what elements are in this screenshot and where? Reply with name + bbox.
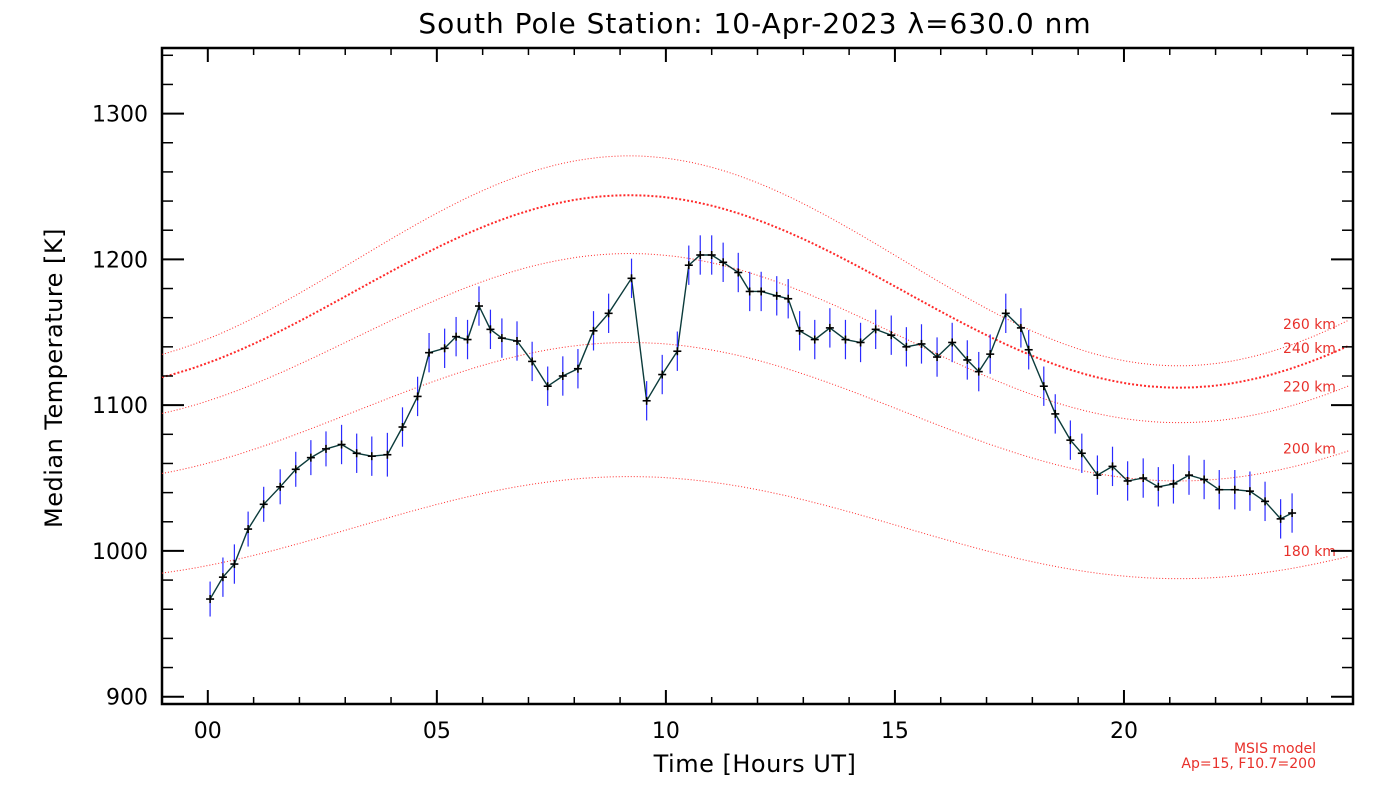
model-note-name: MSIS model [1234,741,1316,757]
measured-line-path [209,254,1293,600]
plot-frame [160,46,1355,706]
measured-series [209,254,1293,600]
x-tick-label: 15 [881,719,909,744]
x-tick-label: 10 [652,719,680,744]
model-curve [161,194,1349,389]
y-axis-label: Median Temperature [K] [40,228,68,528]
model-curve-label: 200 km [1283,442,1336,458]
model-curve [161,342,1349,482]
x-tick-label: 00 [194,719,222,744]
model-curves: 260 km 240 km 220 km 200 km 180 km [161,155,1349,580]
model-curve-label: 180 km [1283,544,1336,560]
model-curve [161,476,1349,580]
y-tick-label: 900 [106,686,148,711]
plot-area: 260 km 240 km 220 km 200 km 180 km [160,46,1355,706]
x-axis-label: Time [Hours UT] [653,750,857,778]
axes: 00 05 10 15 20 900 1000 1100 1200 1300 [92,48,1353,744]
y-tick-label: 1100 [92,394,148,419]
data-markers [206,251,1297,604]
model-note-params: Ap=15, F10.7=200 [1181,756,1316,772]
model-curve [161,155,1349,367]
model-curve [161,252,1349,424]
x-tick-label: 05 [423,719,451,744]
x-tick-label: 20 [1110,719,1138,744]
chart-title: South Pole Station: 10-Apr-2023 λ=630.0 … [418,7,1091,40]
y-tick-label: 1000 [92,540,148,565]
model-curve-label: 260 km [1283,317,1336,333]
model-curve-label: 220 km [1283,379,1336,395]
y-tick-label: 1300 [92,103,148,128]
model-curve-label: 240 km [1283,341,1336,357]
error-bars [209,235,1293,617]
y-tick-label: 1200 [92,248,148,273]
